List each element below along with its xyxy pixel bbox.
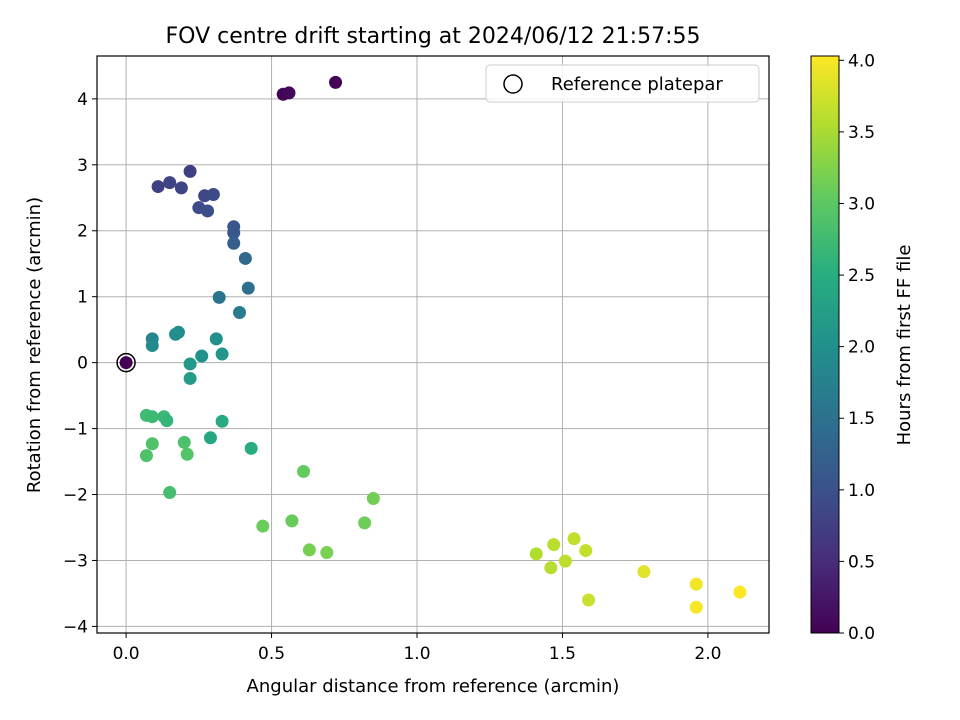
x-axis-label: Angular distance from reference (arcmin) (247, 676, 620, 697)
scatter-point (238, 251, 252, 265)
scatter-point (163, 176, 177, 190)
x-tick-label: 1.5 (549, 644, 576, 664)
scatter-point (151, 180, 165, 194)
data-points (116, 75, 747, 614)
scatter-point (233, 306, 247, 320)
grid-lines (97, 56, 769, 633)
scatter-point (203, 431, 217, 445)
reference-platepar-marker (116, 352, 136, 373)
plot-frame (96, 55, 770, 634)
scatter-point (544, 561, 558, 575)
scatter-point (119, 356, 133, 370)
scatter-point (183, 371, 197, 385)
scatter-point (320, 546, 334, 560)
scatter-point (547, 538, 561, 552)
scatter-point (206, 187, 220, 201)
x-tick-label: 1.0 (403, 644, 430, 664)
y-tick-label: 3 (77, 156, 88, 176)
scatter-point (227, 226, 241, 240)
scatter-point (145, 437, 159, 451)
colorbar: 0.0 0.5 1.0 1.5 2.0 2.5 3.0 3.5 4.0 Hours from f… (810, 51, 915, 644)
scatter-point (689, 577, 703, 591)
scatter-point (733, 585, 747, 599)
colorbar-tick-label: 1.5 (848, 409, 875, 429)
scatter-point (160, 414, 174, 428)
x-tick-label: 0.5 (258, 644, 285, 664)
scatter-point (558, 554, 572, 568)
chart-title: FOV centre drift starting at 2024/06/12 … (166, 24, 701, 49)
scatter-point (174, 181, 188, 195)
scatter-point (183, 164, 197, 178)
x-tick-label: 0.0 (113, 644, 140, 664)
scatter-point (579, 544, 593, 558)
scatter-point (241, 281, 255, 295)
scatter-point (282, 86, 296, 100)
scatter-point (297, 464, 311, 478)
scatter-point (180, 447, 194, 461)
legend: Reference platepar (485, 64, 760, 103)
colorbar-tick-label: 4.0 (848, 51, 875, 71)
scatter-point (567, 532, 581, 546)
scatter-point (145, 410, 159, 424)
scatter-point (177, 435, 191, 449)
scatter-point (358, 516, 372, 530)
scatter-point (183, 357, 197, 371)
colorbar-tick-label: 3.5 (848, 123, 875, 143)
scatter-point (215, 347, 229, 361)
scatter-point (201, 204, 215, 218)
legend-box (485, 64, 760, 103)
x-tick-label: 2.0 (694, 644, 721, 664)
colorbar-tick-label: 0.0 (848, 624, 875, 644)
scatter-point (244, 441, 258, 455)
colorbar-gradient (811, 56, 839, 633)
scatter-point (637, 565, 651, 579)
colorbar-tick-label: 2.0 (848, 338, 875, 358)
colorbar-label: Hours from first FF file (894, 245, 915, 446)
colorbar-tick-label: 2.5 (848, 266, 875, 286)
axis-ticks: 0.0 0.5 1.0 1.5 2.0 −4 −3 −2 −1 0 1 2 3 4 (63, 90, 721, 664)
y-tick-label: −2 (63, 486, 88, 506)
y-tick-label: 4 (77, 90, 88, 110)
scatter-point (209, 332, 223, 346)
scatter-point (212, 290, 226, 304)
colorbar-tick-label: 0.5 (848, 552, 875, 572)
scatter-point (227, 236, 241, 250)
scatter-point (582, 593, 596, 607)
legend-label: Reference platepar (551, 74, 723, 95)
scatter-point (256, 519, 270, 533)
scatter-point (215, 414, 229, 428)
y-tick-label: −1 (63, 420, 88, 440)
colorbar-ticks: 0.0 0.5 1.0 1.5 2.0 2.5 3.0 3.5 4.0 (839, 51, 875, 644)
y-tick-label: 2 (77, 222, 88, 242)
scatter-point (285, 514, 299, 528)
y-tick-label: −3 (63, 551, 88, 571)
scatter-point (195, 349, 209, 363)
scatter-point (163, 486, 177, 500)
y-tick-label: 1 (77, 288, 88, 308)
scatter-point (171, 325, 185, 339)
scatter-point (689, 600, 703, 614)
y-tick-label: −4 (63, 617, 88, 637)
legend-marker-icon (503, 74, 523, 94)
scatter-point (139, 449, 153, 463)
scatter-point (329, 75, 343, 89)
scatter-point (302, 543, 316, 557)
scatter-point (529, 547, 543, 561)
colorbar-tick-label: 3.0 (848, 194, 875, 214)
colorbar-frame (810, 55, 840, 634)
colorbar-tick-label: 1.0 (848, 481, 875, 501)
scatter-point (145, 338, 159, 352)
y-tick-label: 0 (77, 354, 88, 374)
y-axis-label: Rotation from reference (arcmin) (24, 197, 45, 493)
scatter-point (366, 491, 380, 505)
